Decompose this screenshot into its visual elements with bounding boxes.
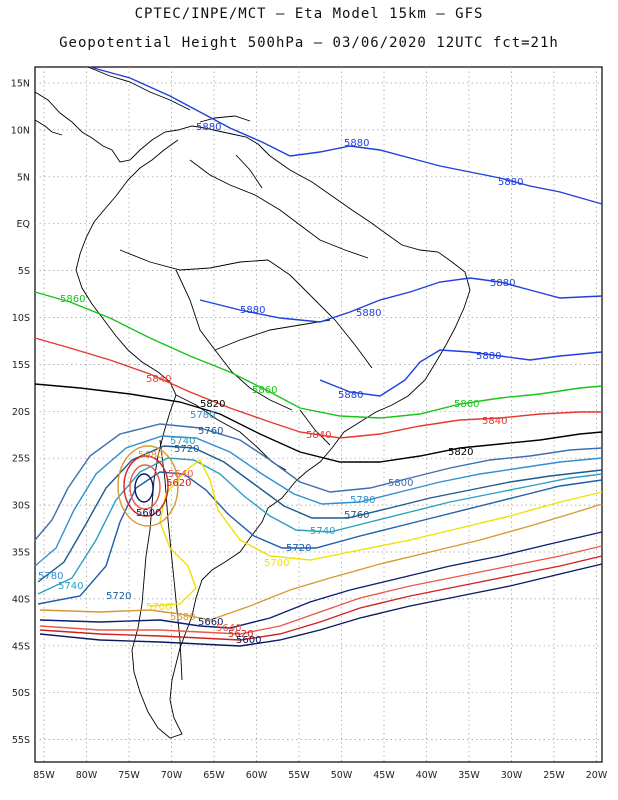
lat-tick-label: 30S bbox=[12, 501, 30, 512]
label-5720-a: 5720 bbox=[286, 543, 311, 554]
lon-tick-label: 75W bbox=[118, 770, 140, 781]
contour-5820 bbox=[34, 383, 603, 463]
lat-tick-label: 40S bbox=[12, 594, 30, 605]
label-5840-b: 5840 bbox=[306, 430, 331, 441]
contour-5680 bbox=[39, 503, 603, 621]
label-5720-c: 5720 bbox=[174, 444, 199, 455]
lat-tick-label: 10S bbox=[12, 313, 30, 324]
contour-5660 bbox=[39, 531, 603, 629]
lat-tick-label: 45S bbox=[12, 641, 30, 652]
label-5660: 5660 bbox=[198, 617, 223, 628]
map-subtitle: Geopotential Height 500hPa – 03/06/2020 … bbox=[59, 35, 559, 51]
lat-tick-label: 35S bbox=[12, 548, 30, 559]
contour-5600 bbox=[39, 563, 603, 647]
lat-tick-label: 5S bbox=[18, 266, 30, 277]
low-contour-inner bbox=[129, 464, 161, 510]
low-contour-mid bbox=[123, 455, 169, 517]
map-frame bbox=[34, 66, 603, 763]
contour-5880-mid bbox=[199, 277, 603, 323]
contour-5880-north bbox=[89, 66, 603, 205]
label-5700-b: 5700 bbox=[146, 602, 171, 613]
lat-tick-label: 25S bbox=[12, 454, 30, 465]
contour-5760 bbox=[37, 445, 603, 583]
label-5860-a: 5860 bbox=[60, 294, 85, 305]
label-5640-a: 5640 bbox=[168, 469, 193, 480]
label-5800: 5800 bbox=[388, 478, 413, 489]
label-5860-c: 5860 bbox=[454, 399, 479, 410]
graticule bbox=[35, 67, 602, 762]
label-5640-b: 5640 bbox=[216, 623, 241, 634]
label-5600-b: 5600 bbox=[236, 635, 261, 646]
label-5740-a: 5740 bbox=[170, 436, 195, 447]
contour-5720 bbox=[37, 471, 603, 605]
lon-tick-label: 70W bbox=[161, 770, 183, 781]
label-5880-h: 5880 bbox=[338, 390, 363, 401]
label-5880-e: 5880 bbox=[240, 305, 265, 316]
lat-tick-label: 20S bbox=[12, 407, 30, 418]
contour-labels: 5880 5880 5880 5880 5880 5880 5880 5880 … bbox=[38, 122, 523, 646]
lon-tick-label: 40W bbox=[416, 770, 438, 781]
contours bbox=[34, 66, 603, 647]
lat-tick-label: 50S bbox=[12, 688, 30, 699]
lon-tick-label: 45W bbox=[373, 770, 395, 781]
contour-5740 bbox=[37, 457, 603, 595]
label-5820-b: 5820 bbox=[448, 447, 473, 458]
axis-ticks: 85W 80W 75W 70W 65W 60W 55W 50W 45W 40W 35W 30W 25W 2… bbox=[11, 79, 608, 782]
label-5680-b: 5680 bbox=[170, 612, 195, 623]
lon-tick-label: 60W bbox=[246, 770, 268, 781]
contour-5700 bbox=[149, 458, 603, 607]
low-contour-outer bbox=[117, 445, 179, 527]
contour-5840 bbox=[34, 337, 602, 439]
coastlines bbox=[34, 66, 471, 739]
contour-5620 bbox=[39, 555, 603, 641]
lat-tick-label: 5N bbox=[17, 172, 30, 183]
contour-5880-south bbox=[319, 349, 603, 397]
lon-tick-label: 50W bbox=[331, 770, 353, 781]
lon-tick-label: 35W bbox=[458, 770, 480, 781]
contour-5800 bbox=[34, 423, 603, 541]
label-5760-b: 5760 bbox=[344, 510, 369, 521]
label-5780-b: 5780 bbox=[350, 495, 375, 506]
lon-tick-label: 30W bbox=[501, 770, 523, 781]
label-5700-a: 5700 bbox=[264, 558, 289, 569]
contour-5640 bbox=[39, 545, 603, 635]
lon-tick-label: 25W bbox=[543, 770, 565, 781]
lon-tick-label: 85W bbox=[33, 770, 55, 781]
contour-5780 bbox=[34, 435, 603, 567]
label-5680-a: 5680 bbox=[138, 450, 163, 461]
label-5620-b: 5620 bbox=[228, 629, 253, 640]
label-5860-b: 5860 bbox=[252, 385, 277, 396]
label-5880-g: 5880 bbox=[476, 351, 501, 362]
label-5880-c: 5880 bbox=[498, 177, 523, 188]
label-5840-a: 5840 bbox=[146, 374, 171, 385]
label-5880-a: 5880 bbox=[196, 122, 221, 133]
label-5740-c: 5740 bbox=[58, 581, 83, 592]
lat-tick-label: 55S bbox=[12, 735, 30, 746]
lat-tick-label: 10N bbox=[11, 125, 30, 136]
label-5880-b: 5880 bbox=[344, 138, 369, 149]
label-5740-b: 5740 bbox=[310, 526, 335, 537]
low-contour-core bbox=[134, 473, 154, 503]
map-title: CPTEC/INPE/MCT – Eta Model 15km – GFS bbox=[134, 6, 484, 22]
label-5880-f: 5880 bbox=[356, 308, 381, 319]
lon-tick-label: 80W bbox=[76, 770, 98, 781]
lon-tick-label: 55W bbox=[288, 770, 310, 781]
label-5780-a: 5780 bbox=[190, 410, 215, 421]
label-5780-c: 5780 bbox=[38, 571, 63, 582]
label-5880-d: 5880 bbox=[490, 278, 515, 289]
label-5620-a: 5620 bbox=[166, 478, 191, 489]
lat-tick-label: EQ bbox=[17, 219, 30, 230]
label-5760-a: 5760 bbox=[198, 426, 223, 437]
lon-tick-label: 20W bbox=[586, 770, 608, 781]
lat-tick-label: 15S bbox=[12, 360, 30, 371]
label-5600-a: 5600 bbox=[136, 508, 161, 519]
lon-tick-label: 65W bbox=[203, 770, 225, 781]
label-5840-c: 5840 bbox=[482, 416, 507, 427]
lat-tick-label: 15N bbox=[11, 79, 30, 90]
label-5820-a: 5820 bbox=[200, 399, 225, 410]
label-5720-b: 5720 bbox=[106, 591, 131, 602]
contour-5860 bbox=[34, 291, 603, 419]
